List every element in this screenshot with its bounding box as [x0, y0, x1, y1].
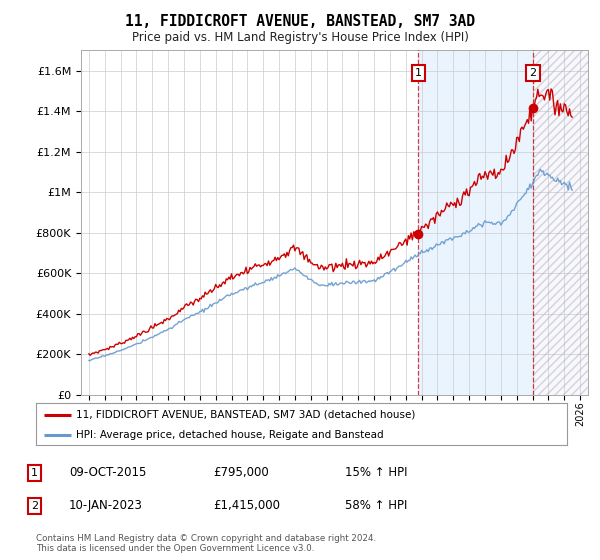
Text: 15% ↑ HPI: 15% ↑ HPI — [345, 466, 407, 479]
Text: Contains HM Land Registry data © Crown copyright and database right 2024.
This d: Contains HM Land Registry data © Crown c… — [36, 534, 376, 553]
Text: 11, FIDDICROFT AVENUE, BANSTEAD, SM7 3AD (detached house): 11, FIDDICROFT AVENUE, BANSTEAD, SM7 3AD… — [76, 410, 415, 420]
Text: 09-OCT-2015: 09-OCT-2015 — [69, 466, 146, 479]
Text: 2: 2 — [31, 501, 38, 511]
Text: 11, FIDDICROFT AVENUE, BANSTEAD, SM7 3AD: 11, FIDDICROFT AVENUE, BANSTEAD, SM7 3AD — [125, 14, 475, 29]
Text: Price paid vs. HM Land Registry's House Price Index (HPI): Price paid vs. HM Land Registry's House … — [131, 31, 469, 44]
Bar — [533, 50, 588, 395]
Text: 58% ↑ HPI: 58% ↑ HPI — [345, 499, 407, 512]
Bar — [533, 50, 588, 395]
Text: 2: 2 — [529, 68, 536, 78]
Text: 1: 1 — [31, 468, 38, 478]
Text: £795,000: £795,000 — [213, 466, 269, 479]
Text: HPI: Average price, detached house, Reigate and Banstead: HPI: Average price, detached house, Reig… — [76, 430, 383, 440]
Text: 10-JAN-2023: 10-JAN-2023 — [69, 499, 143, 512]
Bar — [418, 50, 533, 395]
Text: £1,415,000: £1,415,000 — [213, 499, 280, 512]
Text: 1: 1 — [415, 68, 422, 78]
Bar — [533, 50, 588, 395]
